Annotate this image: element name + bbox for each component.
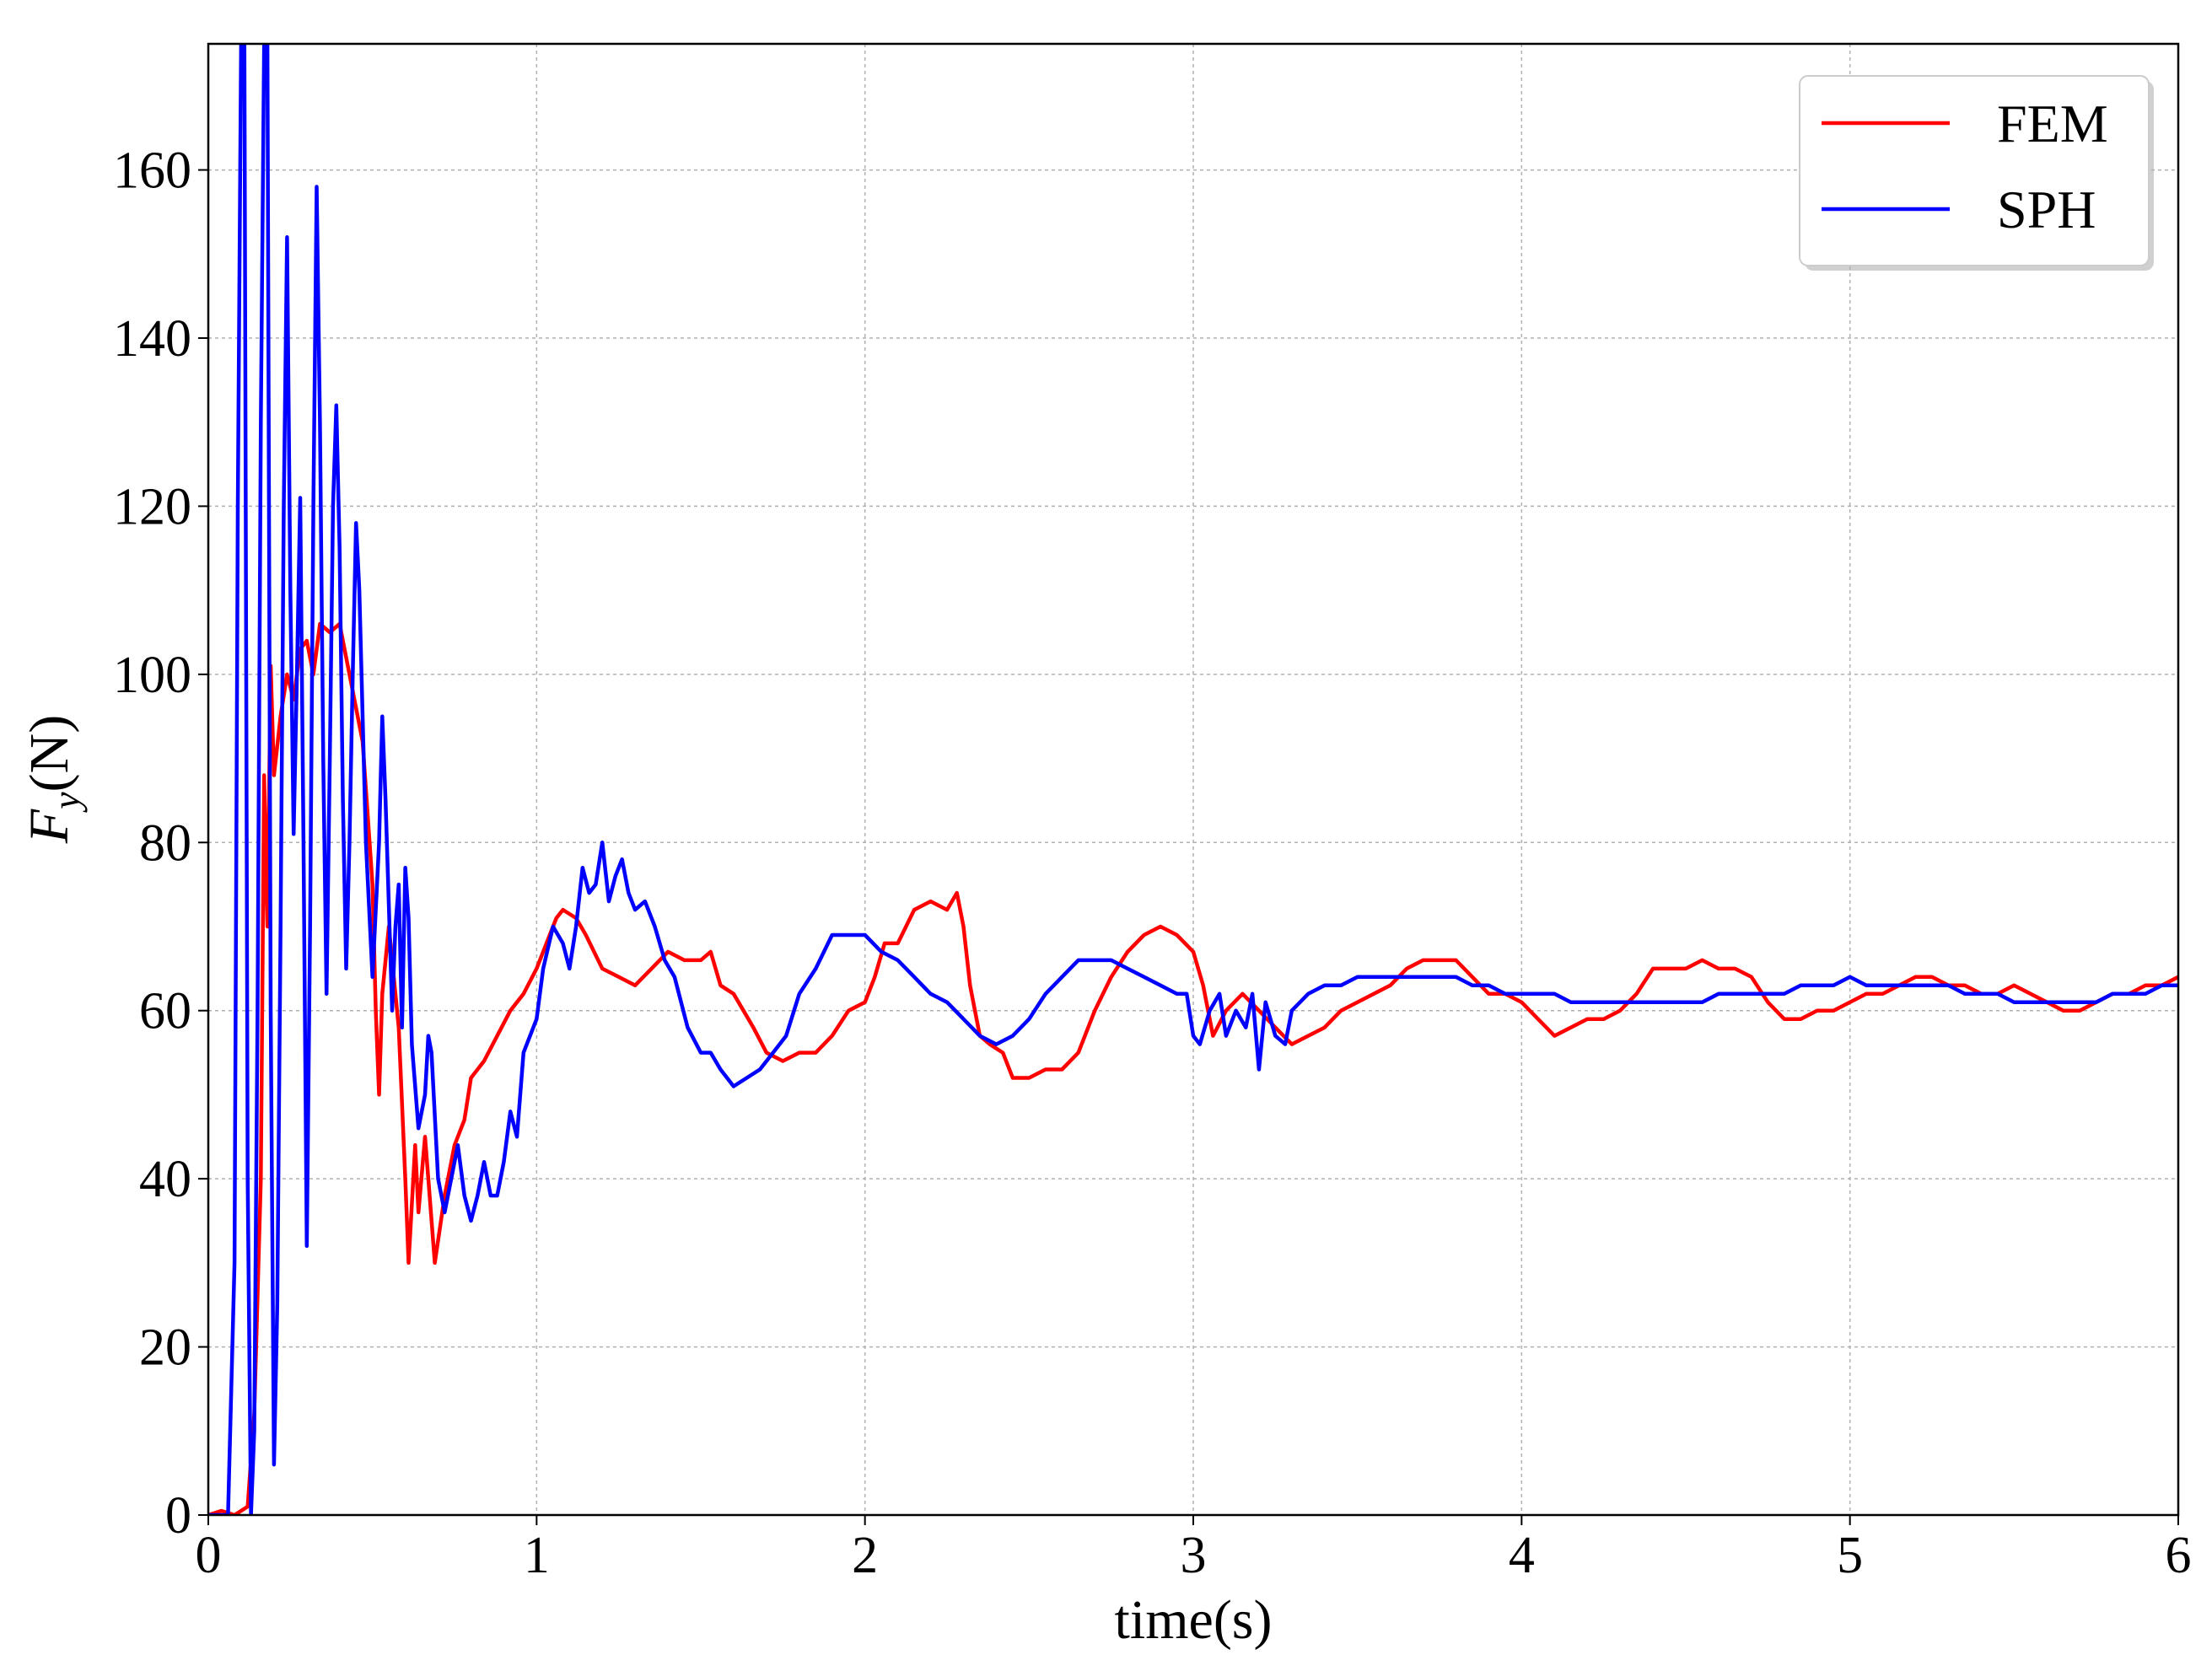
legend-label-fem: FEM: [1997, 94, 2108, 153]
x-tick-label: 2: [852, 1527, 878, 1584]
y-tick-label: 80: [139, 814, 191, 872]
x-tick-label: 4: [1509, 1527, 1535, 1584]
x-tick-label: 3: [1181, 1527, 1207, 1584]
y-tick-label: 120: [113, 478, 191, 535]
x-tick-label: 0: [196, 1527, 222, 1584]
legend: FEM SPH: [1799, 75, 2154, 271]
y-tick-label: 0: [165, 1487, 191, 1545]
y-tick-label: 40: [139, 1151, 191, 1208]
y-tick-label: 100: [113, 647, 191, 704]
x-tick-label: 6: [2166, 1527, 2192, 1584]
legend-label-sph: SPH: [1997, 180, 2096, 239]
y-tick-label: 160: [113, 142, 191, 200]
y-tick-label: 60: [139, 983, 191, 1040]
y-tick-label: 140: [113, 310, 191, 368]
y-axis-label-main: F: [19, 809, 80, 844]
series-layer: [208, 44, 2178, 1515]
y-tick-label: 20: [139, 1319, 191, 1377]
x-axis-label: time(s): [1115, 1589, 1273, 1651]
y-axis-label: Fy(N): [19, 715, 88, 844]
series-line-sph: [208, 44, 2178, 1515]
y-axis-label-sub: y: [45, 792, 88, 813]
y-axis-label-unit: (N): [19, 715, 80, 793]
x-tick-label: 1: [524, 1527, 550, 1584]
x-tick-label: 5: [1837, 1527, 1863, 1584]
